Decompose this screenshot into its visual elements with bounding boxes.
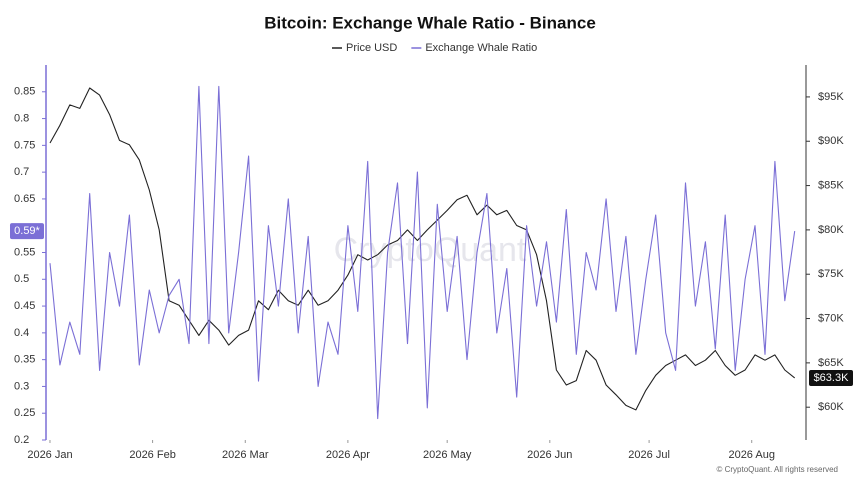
y-tick-label: 0.65 bbox=[14, 193, 35, 205]
y-tick-label: 0.35 bbox=[14, 354, 35, 366]
x-tick-label: 2026 Jun bbox=[527, 449, 572, 461]
x-tick-label: 2026 May bbox=[423, 449, 472, 461]
y-tick-label: 0.75 bbox=[14, 139, 35, 151]
x-tick-label: 2026 Mar bbox=[222, 449, 269, 461]
y-tick-label: 0.55 bbox=[14, 246, 35, 258]
x-tick-label: 2026 Jan bbox=[27, 449, 72, 461]
current-value-badge bbox=[10, 223, 44, 240]
y2-tick-label: $95K bbox=[818, 91, 844, 103]
y-tick-label: 0.5 bbox=[14, 273, 29, 285]
y-tick-label: 0.3 bbox=[14, 380, 29, 392]
x-tick-label: 2026 Apr bbox=[326, 449, 370, 461]
series-line bbox=[49, 87, 796, 411]
chart-title: Bitcoin: Exchange Whale Ratio - Binance bbox=[264, 13, 596, 32]
current-value-label: $63.3K bbox=[814, 372, 850, 384]
series-line bbox=[49, 85, 796, 420]
y-tick-label: 0.2 bbox=[14, 434, 29, 446]
y-tick-label: 0.4 bbox=[14, 327, 29, 339]
y2-tick-label: $90K bbox=[818, 135, 844, 147]
watermark: CryptoQuant bbox=[334, 231, 527, 269]
y-tick-label: 0.85 bbox=[14, 86, 35, 98]
y2-tick-label: $60K bbox=[818, 401, 844, 413]
x-tick-label: 2026 Aug bbox=[728, 449, 775, 461]
footer: © CryptoQuant. All rights reserved bbox=[717, 465, 839, 474]
legend-label: Exchange Whale Ratio bbox=[425, 42, 537, 54]
y-tick-label: 0.7 bbox=[14, 166, 29, 178]
y2-tick-label: $65K bbox=[818, 357, 844, 369]
legend-label: Price USD bbox=[346, 42, 397, 54]
current-value-badge bbox=[809, 369, 853, 386]
y-tick-label: 0.45 bbox=[14, 300, 35, 312]
y2-tick-label: $70K bbox=[818, 312, 844, 324]
x-tick-label: 2026 Feb bbox=[129, 449, 175, 461]
current-value-label: 0.59* bbox=[14, 225, 40, 237]
y-tick-label: 0.8 bbox=[14, 112, 29, 124]
y2-tick-label: $75K bbox=[818, 268, 844, 280]
y2-tick-label: $85K bbox=[818, 179, 844, 191]
x-tick-label: 2026 Jul bbox=[628, 449, 670, 461]
y-tick-label: 0.25 bbox=[14, 407, 35, 419]
y2-tick-label: $80K bbox=[818, 224, 844, 236]
